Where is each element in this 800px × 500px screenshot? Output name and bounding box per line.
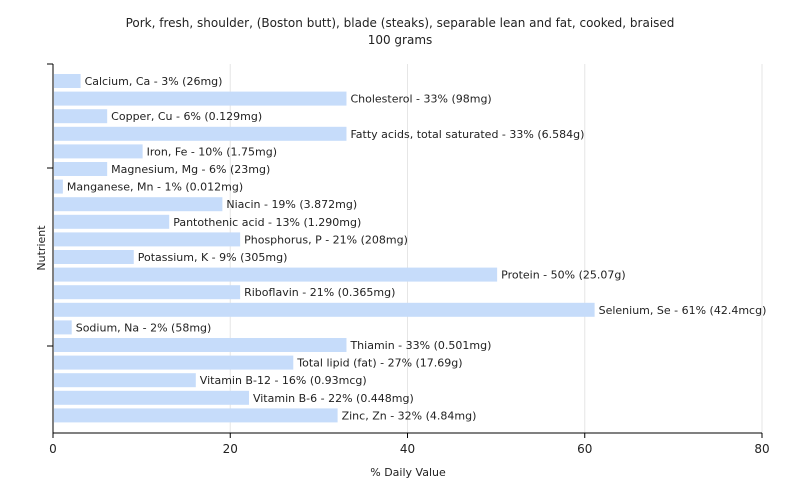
bar-label: Iron, Fe - 10% (1.75mg) — [147, 145, 277, 158]
bar-label: Zinc, Zn - 32% (4.84mg) — [342, 409, 477, 422]
bar — [54, 373, 196, 388]
bar — [54, 232, 241, 247]
bar — [54, 390, 249, 405]
bar-label: Riboflavin - 21% (0.365mg) — [244, 286, 395, 299]
bar — [54, 408, 338, 423]
chart-subtitle: 100 grams — [368, 33, 433, 47]
gridlines — [229, 64, 763, 433]
x-tick-label: 20 — [223, 442, 238, 456]
bar — [54, 109, 108, 124]
bar-label: Fatty acids, total saturated - 33% (6.58… — [350, 128, 584, 141]
bar-label: Sodium, Na - 2% (58mg) — [76, 321, 212, 334]
x-axis-ticks: 0 20 40 60 80 — [49, 433, 770, 456]
y-axis-ticks — [47, 63, 53, 347]
bar — [54, 144, 143, 159]
bar — [54, 197, 223, 212]
bar-label: Thiamin - 33% (0.501mg) — [349, 339, 491, 352]
bar — [54, 267, 498, 282]
x-tick-label: 40 — [400, 442, 415, 456]
x-tick-label: 80 — [754, 442, 769, 456]
bar — [54, 250, 134, 264]
bar — [54, 338, 347, 352]
bar — [54, 179, 63, 194]
bar — [54, 285, 241, 300]
bar-label: Magnesium, Mg - 6% (23mg) — [111, 163, 270, 176]
bars: Calcium, Ca - 3% (26mg) Cholesterol - 33%… — [54, 74, 767, 423]
bar-label: Potassium, K - 9% (305mg) — [138, 251, 288, 264]
x-tick-label: 60 — [577, 442, 592, 456]
bar-label: Vitamin B-6 - 22% (0.448mg) — [253, 392, 414, 405]
chart-title: Pork, fresh, shoulder, (Boston butt), bl… — [126, 16, 675, 30]
bar — [54, 74, 81, 88]
x-axis-title: % Daily Value — [370, 466, 446, 479]
bar — [54, 320, 72, 335]
bar-label: Vitamin B-12 - 16% (0.93mcg) — [200, 374, 367, 387]
bar — [54, 162, 108, 176]
bar-label: Pantothenic acid - 13% (1.290mg) — [173, 216, 361, 229]
bar — [54, 214, 170, 229]
bar-label: Copper, Cu - 6% (0.129mg) — [111, 110, 262, 123]
bar — [54, 91, 347, 106]
x-tick-label: 0 — [49, 442, 57, 456]
bar — [54, 355, 294, 370]
bar — [54, 302, 595, 317]
bar — [54, 126, 347, 141]
bar-label: Cholesterol - 33% (98mg) — [350, 93, 491, 106]
bar-label: Calcium, Ca - 3% (26mg) — [85, 75, 223, 88]
bar-label: Phosphorus, P - 21% (208mg) — [244, 233, 408, 246]
bar-label: Niacin - 19% (3.872mg) — [226, 198, 357, 211]
bar-label: Selenium, Se - 61% (42.4mcg) — [599, 304, 767, 317]
y-axis-title: Nutrient — [35, 225, 48, 271]
bar-label: Protein - 50% (25.07g) — [501, 269, 626, 282]
bar-label: Total lipid (fat) - 27% (17.69g) — [296, 357, 462, 370]
bar-label: Manganese, Mn - 1% (0.012mg) — [67, 181, 243, 194]
